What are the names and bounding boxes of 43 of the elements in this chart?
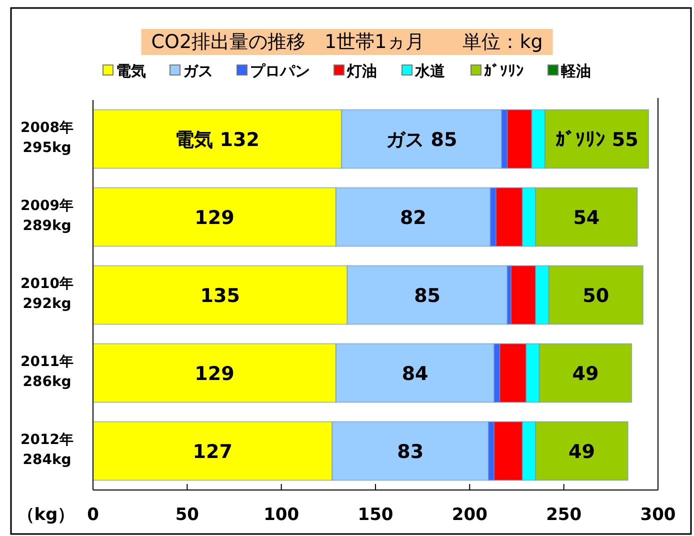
legend-item: 電気 xyxy=(102,62,146,80)
y-tick-label: 2009年 289kg xyxy=(20,198,74,234)
data-label: 84 xyxy=(402,363,428,385)
series-label: 電気 xyxy=(116,62,146,80)
data-label: 49 xyxy=(572,363,599,385)
data-label: 83 xyxy=(397,441,424,463)
y-tick-label: 2010年 292kg xyxy=(20,276,74,312)
data-label: 電気 132 xyxy=(175,129,260,151)
chart-title: CO2排出量の推移 1世帯1ヵ月 単位：kg xyxy=(151,31,543,53)
legend-label: ｶﾞｿﾘﾝ xyxy=(484,62,524,80)
y-tick-label: 2011年 286kg xyxy=(20,354,74,390)
legend-label: 軽油 xyxy=(560,62,591,80)
data-label: 129 xyxy=(194,363,234,385)
x-tick-label: 50 xyxy=(175,505,200,525)
data-label: 135 xyxy=(200,285,240,307)
data-label: ガス 85 xyxy=(386,129,458,151)
data-label: 82 xyxy=(400,207,426,229)
legend-item: ガス xyxy=(170,62,213,80)
data-label: 54 xyxy=(573,207,600,229)
legend-item: プロパン xyxy=(236,62,310,80)
legend-item: 軽油 xyxy=(548,62,591,80)
data-label: ｶﾞｿﾘﾝ 55 xyxy=(555,129,638,151)
data-label: 85 xyxy=(414,285,441,307)
x-tick-label: 150 xyxy=(358,505,394,525)
legend-label: 灯油 xyxy=(346,62,377,80)
y-tick-label: 2008年 295kg xyxy=(20,120,74,156)
legend-item: 灯油 xyxy=(334,62,377,80)
x-tick-label: 100 xyxy=(264,505,300,525)
x-tick-label: 200 xyxy=(452,505,488,525)
legend-label: プロパン xyxy=(250,62,310,80)
x-tick-label: 250 xyxy=(546,505,582,525)
x-tick-label: 300 xyxy=(640,505,676,525)
data-label: 129 xyxy=(194,207,234,229)
y-tick-label: 2012年 284kg xyxy=(20,432,74,468)
legend-item: 水道 xyxy=(402,62,445,80)
x-axis-title: （kg） xyxy=(17,505,75,525)
legend-item: ｶﾞｿﾘﾝ xyxy=(470,62,524,80)
legend-label: ガス xyxy=(183,62,213,80)
data-label: 49 xyxy=(568,441,595,463)
legend-label: 水道 xyxy=(414,62,446,80)
data-label: 50 xyxy=(582,285,610,307)
x-tick-label: 0 xyxy=(87,505,100,525)
data-label: 127 xyxy=(192,441,232,463)
